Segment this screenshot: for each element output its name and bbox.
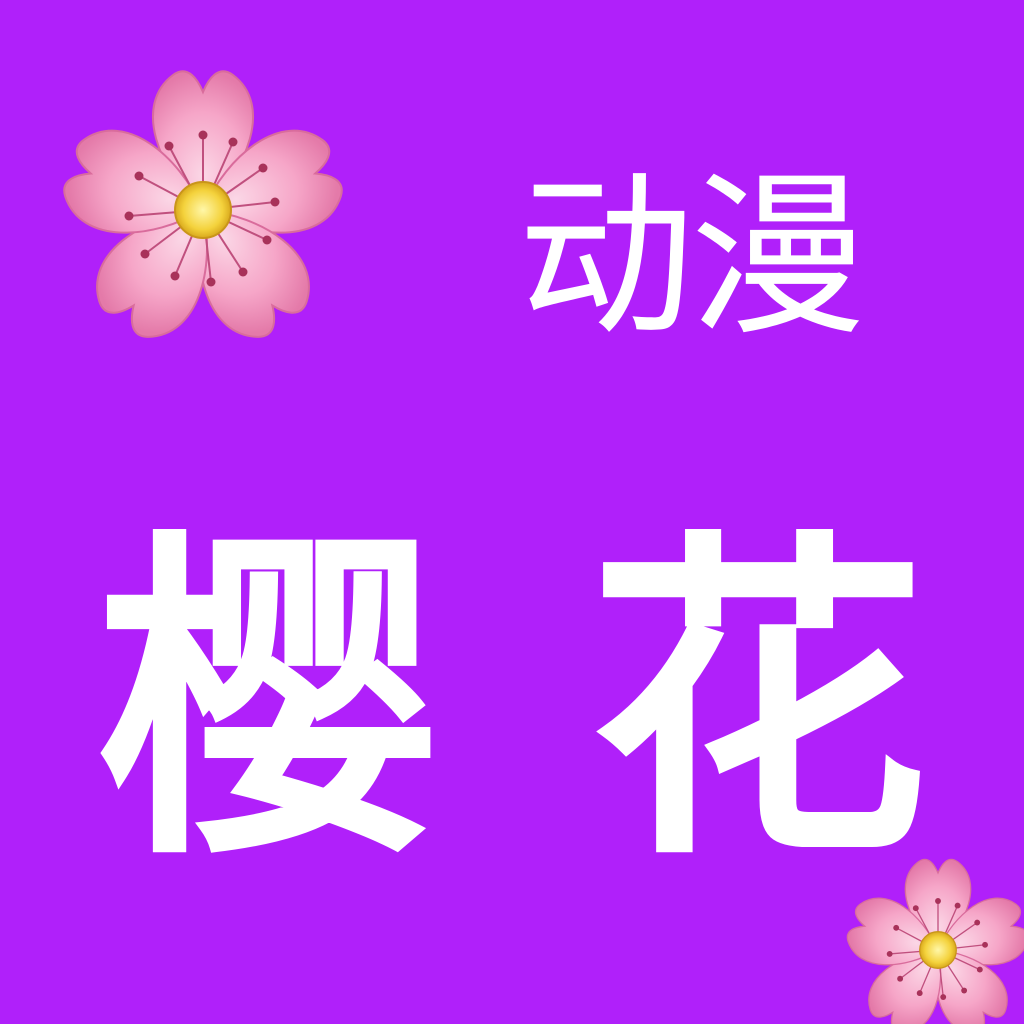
anthers <box>124 130 280 287</box>
title-char-sakura-1: 樱 <box>98 505 438 901</box>
cherry-blossom-icon <box>63 70 343 338</box>
petals <box>63 70 343 338</box>
anthers <box>886 898 988 1000</box>
title-char-sakura-2: 花 <box>588 505 928 901</box>
flower-center <box>174 181 232 239</box>
cherry-blossom-icon <box>846 858 1024 1024</box>
subtitle-anime: 动漫 <box>518 155 866 360</box>
flower-center <box>919 931 957 969</box>
